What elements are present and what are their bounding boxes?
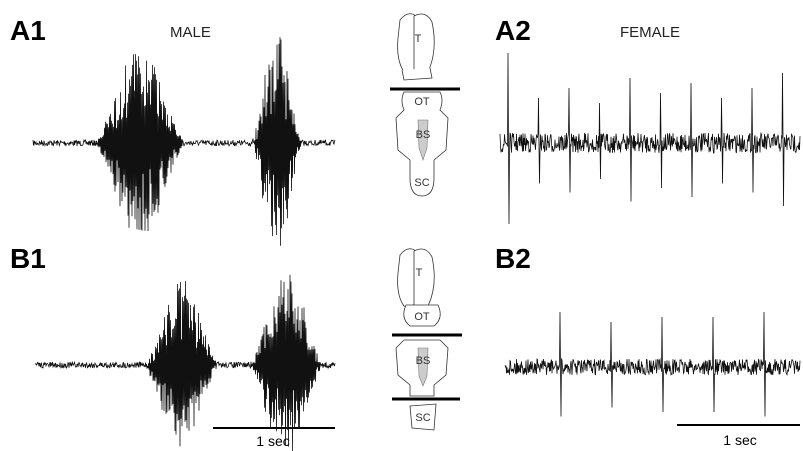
diagram-label: T <box>415 33 422 45</box>
recording-trace <box>505 312 800 417</box>
panel-title: FEMALE <box>620 24 680 41</box>
diagram-label: BS <box>416 355 431 367</box>
recording-trace <box>33 37 335 246</box>
diagram-label: SC <box>415 412 430 424</box>
recording-trace <box>500 53 800 224</box>
diagram-label: OT <box>414 96 430 108</box>
diagram-label: BS <box>416 129 431 141</box>
panel-label: B1 <box>10 243 46 274</box>
scale-bar-label: 1 sec <box>256 433 289 449</box>
recording-trace <box>35 275 335 451</box>
telencephalon <box>402 68 432 80</box>
panel-label: A2 <box>495 15 531 46</box>
diagram-label: OT <box>414 311 430 323</box>
figure: A1 MALE A2 FEMALE B1 B2 T OT BS SC T OT … <box>0 0 803 451</box>
scale-bar-label: 1 sec <box>723 432 756 448</box>
panel-label: B2 <box>495 243 531 274</box>
diagram-label: SC <box>414 177 429 189</box>
brain-diagram: T OT BS SC <box>392 249 462 430</box>
panel-label: A1 <box>10 15 46 46</box>
panel-title: MALE <box>170 24 211 41</box>
brain-diagram: T OT BS SC <box>390 14 460 196</box>
diagram-label: T <box>416 267 423 279</box>
